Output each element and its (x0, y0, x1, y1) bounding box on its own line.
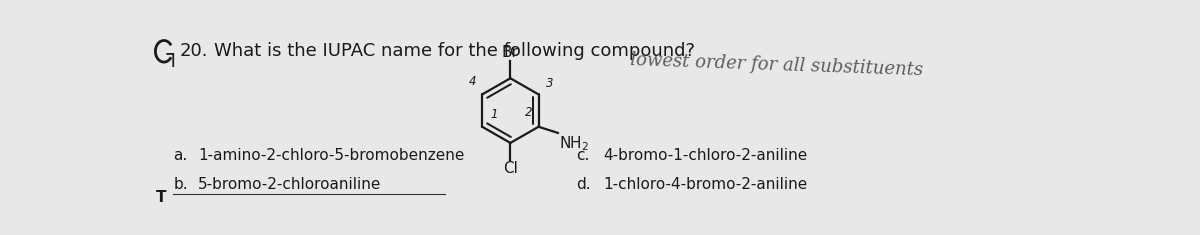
Text: b.: b. (173, 177, 188, 192)
Text: Br: Br (502, 45, 518, 60)
Text: What is the IUPAC name for the following compound?: What is the IUPAC name for the following… (214, 42, 695, 60)
Text: c.: c. (576, 148, 589, 163)
Text: a.: a. (173, 148, 187, 163)
Text: 1-chloro-4-bromo-2-aniline: 1-chloro-4-bromo-2-aniline (604, 177, 808, 192)
Text: 3: 3 (546, 77, 554, 90)
Text: NH$_2$: NH$_2$ (559, 134, 589, 153)
Text: 2: 2 (524, 106, 533, 119)
Text: T: T (156, 190, 167, 205)
Text: 20.: 20. (180, 42, 208, 60)
Text: 1-amino-2-chloro-5-bromobenzene: 1-amino-2-chloro-5-bromobenzene (198, 148, 464, 163)
Text: lowest order for all substituents: lowest order for all substituents (630, 51, 924, 79)
Text: 4-bromo-1-chloro-2-aniline: 4-bromo-1-chloro-2-aniline (604, 148, 808, 163)
Text: └: └ (156, 40, 169, 60)
Text: 4: 4 (468, 75, 476, 88)
Text: 1: 1 (490, 108, 498, 121)
Text: 5-bromo-2-chloroaniline: 5-bromo-2-chloroaniline (198, 177, 382, 192)
Text: d.: d. (576, 177, 590, 192)
Text: Cl: Cl (503, 161, 518, 176)
